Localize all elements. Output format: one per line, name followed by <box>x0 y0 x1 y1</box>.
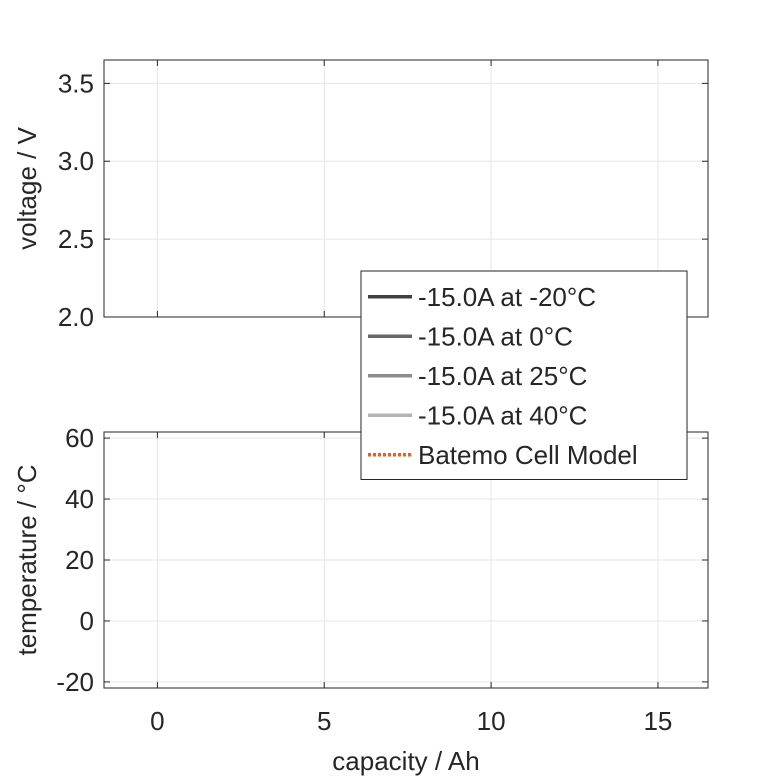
temperature-y-tick-label: 60 <box>65 423 94 453</box>
voltage-y-tick-label: 2.0 <box>58 302 94 332</box>
temperature-y-axis-label: temperature / °C <box>12 464 42 655</box>
temperature-x-tick-label: 0 <box>150 706 164 736</box>
temperature-y-tick-label: 20 <box>65 545 94 575</box>
voltage-y-tick-label: 3.0 <box>58 146 94 176</box>
temperature-y-tick-label: 0 <box>80 606 94 636</box>
temperature-y-tick-label: 40 <box>65 484 94 514</box>
legend-box <box>360 270 688 480</box>
temperature-x-tick-label: 10 <box>477 706 506 736</box>
legend-entry-label: Batemo Cell Model <box>418 440 638 470</box>
legend-entry-label: -15.0A at 0°C <box>418 321 573 351</box>
capacity-x-axis-label: capacity / Ah <box>332 746 479 776</box>
temperature-y-tick-label: -20 <box>56 667 94 697</box>
voltage-y-tick-label: 2.5 <box>58 224 94 254</box>
temperature-x-tick-label: 15 <box>643 706 672 736</box>
legend-entry-label: -15.0A at -20°C <box>418 282 596 312</box>
legend-entry-label: -15.0A at 40°C <box>418 400 587 430</box>
legend: -15.0A at -20°C -15.0A at 0°C -15.0A at 25… <box>360 270 688 480</box>
voltage-y-tick-label: 3.5 <box>58 68 94 98</box>
legend-entry-label: -15.0A at 25°C <box>418 361 587 391</box>
voltage-y-axis-label: voltage / V <box>12 126 42 250</box>
temperature-x-tick-label: 5 <box>317 706 331 736</box>
voltage-ticks: 2.0 2.5 3.0 3.5 <box>58 60 708 332</box>
temperature-ticks: 0 5 10 15 -20 0 20 40 60 <box>56 423 708 736</box>
